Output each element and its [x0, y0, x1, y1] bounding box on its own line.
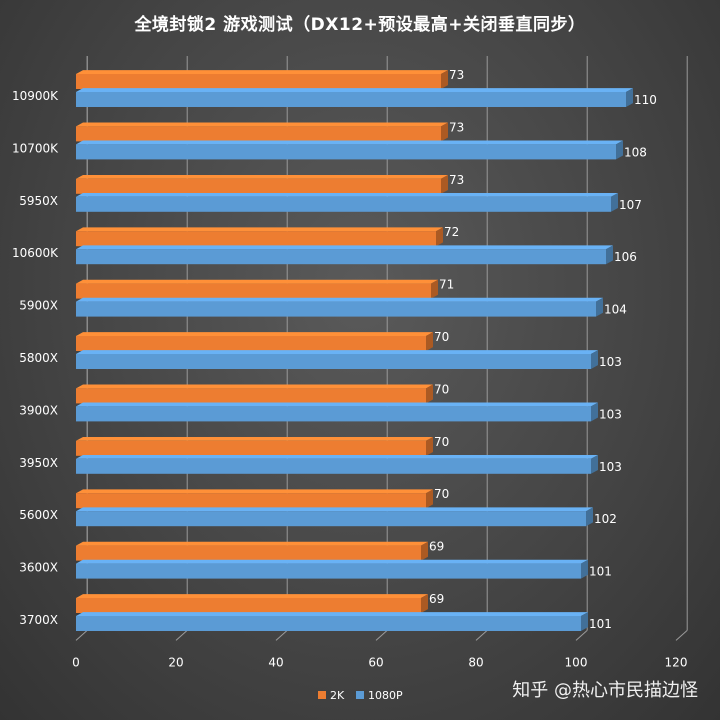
- labels-layer: 0 20 40 60 80 100 120 73 110 10900K 73 108 10700K 73 1…: [12, 68, 688, 669]
- bar-2k: [76, 489, 433, 509]
- bar-2k: [76, 436, 433, 456]
- category-label: 10600K: [12, 246, 59, 260]
- x-tick-label: 120: [665, 655, 688, 669]
- bar-2k: [76, 594, 428, 613]
- data-label: 101: [589, 617, 612, 631]
- chart-title: 全境封锁2 游戏测试（DX12+预设最高+关闭垂直同步）: [134, 15, 586, 35]
- bar-1080p: [76, 402, 598, 422]
- data-label: 69: [429, 540, 444, 554]
- bar-2k: [76, 541, 428, 561]
- legend-label: 1080P: [368, 689, 403, 702]
- category-label: 3700X: [19, 613, 58, 627]
- data-label: 69: [429, 592, 444, 606]
- legend-swatch: [318, 691, 326, 699]
- gridline-floor: [675, 630, 688, 641]
- category-label: 5600X: [19, 508, 58, 522]
- bar-1080p: [76, 350, 598, 369]
- bar-2k: [76, 227, 443, 247]
- data-label: 72: [444, 225, 459, 239]
- data-label: 70: [434, 382, 449, 396]
- gridline-floor: [275, 630, 288, 641]
- bar-1080p: [76, 140, 623, 160]
- legend-item: 2K: [318, 689, 345, 702]
- data-label: 73: [449, 68, 464, 82]
- gridline-floor: [575, 630, 588, 641]
- category-label: 3950X: [19, 456, 58, 470]
- category-label: 3600X: [19, 561, 58, 575]
- data-label: 73: [449, 173, 464, 187]
- bar-1080p: [76, 612, 588, 631]
- data-label: 73: [449, 120, 464, 134]
- category-label: 5800X: [19, 351, 58, 365]
- data-label: 110: [634, 93, 657, 107]
- data-label: 103: [599, 407, 622, 421]
- bar-1080p: [76, 559, 588, 579]
- data-label: 70: [434, 435, 449, 449]
- x-tick-label: 0: [72, 655, 80, 669]
- data-label: 70: [434, 330, 449, 344]
- data-label: 71: [439, 278, 454, 292]
- data-label: 107: [619, 198, 642, 212]
- gridline-floor: [175, 630, 188, 641]
- bar-2k: [76, 384, 433, 404]
- bar-2k: [76, 332, 433, 351]
- data-label: 108: [624, 145, 647, 159]
- x-tick-label: 20: [168, 655, 183, 669]
- legend-label: 2K: [330, 689, 345, 702]
- bar-1080p: [76, 245, 613, 265]
- bar-2k: [76, 279, 438, 299]
- gridline-floor: [75, 630, 88, 641]
- category-label: 10900K: [12, 89, 59, 103]
- data-label: 103: [599, 460, 622, 474]
- bar-1080p: [76, 297, 603, 317]
- gridline-floor: [375, 630, 388, 641]
- data-label: 102: [594, 512, 617, 526]
- data-label: 104: [604, 303, 627, 317]
- bar-1080p: [76, 88, 633, 107]
- bar-1080p: [76, 507, 593, 527]
- legend: 2K 1080P: [318, 689, 403, 702]
- x-tick-label: 40: [268, 655, 283, 669]
- bar-2k: [76, 70, 448, 89]
- x-tick-label: 60: [368, 655, 383, 669]
- bar-1080p: [76, 454, 598, 474]
- gridline-floor: [475, 630, 488, 641]
- category-label: 10700K: [12, 141, 59, 155]
- data-label: 103: [599, 355, 622, 369]
- category-label: 5950X: [19, 194, 58, 208]
- category-label: 3900X: [19, 403, 58, 417]
- bars-layer: [76, 70, 633, 631]
- watermark: 知乎 @热心市民描边怪: [512, 680, 698, 701]
- bar-2k: [76, 122, 448, 142]
- legend-swatch: [356, 691, 364, 699]
- data-label: 101: [589, 565, 612, 579]
- data-label: 106: [614, 250, 637, 264]
- bar-1080p: [76, 192, 618, 212]
- x-tick-label: 80: [468, 655, 483, 669]
- bar-2k: [76, 174, 448, 194]
- category-label: 5900X: [19, 299, 58, 313]
- x-tick-label: 100: [565, 655, 588, 669]
- data-label: 70: [434, 487, 449, 501]
- legend-item: 1080P: [356, 689, 403, 702]
